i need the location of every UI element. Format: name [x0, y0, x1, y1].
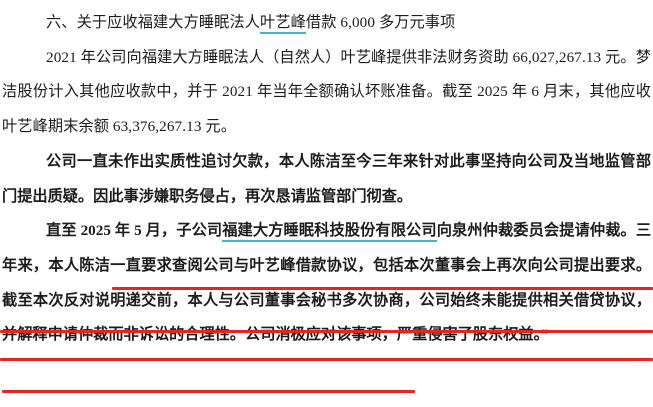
red-underline-annotation-1 — [112, 287, 653, 290]
paragraph-financial-assistance: 2021 年公司向福建大方睡眠法人（自然人）叶艺峰提供非法财务资助 66,027… — [0, 41, 653, 145]
paragraph-2-text: 公司一直未作出实质性追讨欠款，本人陈洁至今三年来针对此事坚持向公司及当地监管部门… — [2, 152, 651, 205]
entity-link-fujian-dafang[interactable]: 福建大方睡眠科技股份有限公司 — [222, 222, 437, 243]
red-underline-annotation-3 — [0, 358, 653, 361]
paragraph-no-recovery-action: 公司一直未作出实质性追讨欠款，本人陈洁至今三年来针对此事坚持向公司及当地监管部门… — [0, 145, 653, 214]
entity-link-ye-yifeng[interactable]: 叶艺峰 — [260, 14, 306, 34]
section-heading: 六、关于应收福建大方睡眠法人叶艺峰借款 6,000 多万元事项 — [0, 0, 653, 41]
red-underline-annotation-4 — [2, 390, 415, 393]
heading-text-part-1: 六、关于应收福建大方睡眠法人 — [46, 14, 261, 31]
paragraph-1-text: 2021 年公司向福建大方睡眠法人（自然人）叶艺峰提供非法财务资助 66,027… — [2, 48, 652, 136]
red-underline-annotation-2 — [0, 330, 653, 333]
paragraph-3-text-part-1: 直至 2025 年 5 月，子公司 — [46, 222, 223, 240]
document-body: 六、关于应收福建大方睡眠法人叶艺峰借款 6,000 多万元事项 2021 年公司… — [0, 0, 653, 343]
heading-text-part-2: 借款 6,000 多万元事项 — [305, 14, 456, 31]
